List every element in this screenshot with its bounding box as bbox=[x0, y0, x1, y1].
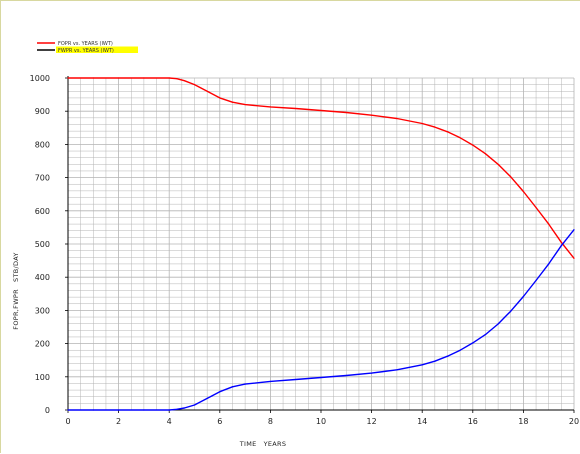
data-point-fopr bbox=[535, 206, 537, 209]
data-point-fwpr bbox=[459, 349, 461, 351]
y-tick-label: 100 bbox=[35, 373, 50, 382]
data-point-fopr bbox=[484, 153, 487, 155]
data-point-fwpr bbox=[320, 376, 322, 379]
data-point-fopr bbox=[176, 78, 178, 80]
grid bbox=[67, 77, 575, 411]
data-point-fwpr bbox=[269, 380, 271, 383]
x-axis-label: TIME YEARS bbox=[239, 440, 287, 448]
data-point-fopr bbox=[269, 106, 271, 108]
tick-labels: 0 2 4 6 8 10 12 14 16 18 2001002003004005006007008… bbox=[30, 74, 579, 426]
axes bbox=[65, 76, 575, 413]
data-point-fopr bbox=[560, 241, 562, 243]
data-point-fopr bbox=[434, 126, 436, 128]
data-point-fopr bbox=[522, 190, 525, 193]
data-point-fwpr bbox=[219, 391, 221, 393]
data-point-fwpr bbox=[295, 378, 297, 381]
data-point-fopr bbox=[446, 131, 449, 133]
data-point-fopr bbox=[320, 109, 322, 112]
x-tick-label: 6 bbox=[217, 417, 222, 426]
y-tick-label: 1000 bbox=[30, 74, 50, 83]
data-point-fwpr bbox=[67, 409, 69, 411]
y-tick-label: 0 bbox=[45, 406, 50, 415]
data-point-fwpr bbox=[535, 279, 537, 282]
data-point-fwpr bbox=[548, 263, 550, 265]
data-point-fwpr bbox=[206, 397, 208, 399]
series-lines bbox=[67, 77, 575, 411]
data-point-fwpr bbox=[371, 372, 373, 374]
data-point-fopr bbox=[231, 101, 234, 103]
y-tick-label: 900 bbox=[35, 107, 50, 116]
data-point-fopr bbox=[497, 163, 499, 165]
data-point-fwpr bbox=[118, 409, 120, 411]
data-point-fwpr bbox=[421, 364, 423, 366]
data-point-fwpr bbox=[193, 404, 196, 406]
legend-label-fwpr: FWPR vs. YEARS (IWT) bbox=[58, 48, 114, 54]
data-point-fwpr bbox=[168, 409, 170, 411]
data-point-fopr bbox=[345, 111, 347, 114]
data-point-fwpr bbox=[92, 409, 94, 411]
x-tick-label: 20 bbox=[569, 417, 579, 426]
x-tick-label: 16 bbox=[468, 417, 478, 426]
y-tick-label: 600 bbox=[35, 207, 50, 216]
data-point-fopr bbox=[118, 77, 120, 79]
y-tick-label: 800 bbox=[35, 140, 50, 149]
data-point-fopr bbox=[459, 137, 461, 139]
x-tick-label: 10 bbox=[316, 417, 326, 426]
data-point-fopr bbox=[421, 122, 423, 125]
data-point-fwpr bbox=[573, 229, 575, 231]
legend: FOPR vs. YEARS (IWT) FWPR vs. YEARS (IWT… bbox=[37, 41, 138, 54]
data-point-fwpr bbox=[143, 409, 145, 411]
data-point-fwpr bbox=[560, 245, 562, 247]
data-point-fopr bbox=[573, 257, 575, 259]
data-point-fopr bbox=[143, 77, 145, 79]
data-point-fopr bbox=[183, 80, 185, 82]
data-point-fwpr bbox=[497, 323, 499, 325]
data-point-fopr bbox=[510, 176, 512, 178]
data-point-fopr bbox=[396, 117, 398, 120]
data-point-fopr bbox=[193, 84, 196, 86]
data-point-fwpr bbox=[176, 408, 178, 410]
data-point-fopr bbox=[244, 103, 246, 106]
y-axis-label: FOPR,FWPR STB/DAY bbox=[12, 252, 20, 329]
x-tick-label: 8 bbox=[268, 417, 273, 426]
x-tick-label: 4 bbox=[167, 417, 172, 426]
data-point-fwpr bbox=[446, 355, 449, 357]
data-point-fwpr bbox=[434, 360, 436, 362]
y-tick-label: 700 bbox=[35, 174, 50, 183]
data-point-fwpr bbox=[183, 407, 185, 409]
y-tick-label: 400 bbox=[35, 273, 50, 282]
data-point-fwpr bbox=[522, 295, 525, 298]
data-point-fopr bbox=[206, 90, 208, 92]
data-point-fwpr bbox=[484, 334, 487, 336]
data-point-fopr bbox=[295, 107, 297, 110]
data-point-fopr bbox=[92, 77, 94, 79]
legend-label-fopr: FOPR vs. YEARS (IWT) bbox=[58, 41, 113, 47]
data-point-fopr bbox=[548, 223, 550, 225]
x-tick-label: 14 bbox=[417, 417, 427, 426]
data-point-fwpr bbox=[510, 310, 512, 312]
data-point-fwpr bbox=[244, 383, 246, 385]
data-point-fopr bbox=[472, 144, 474, 146]
data-point-fopr bbox=[67, 77, 69, 79]
data-point-fwpr bbox=[472, 342, 474, 344]
x-tick-label: 12 bbox=[367, 417, 377, 426]
data-point-fwpr bbox=[231, 386, 234, 388]
data-point-fwpr bbox=[396, 369, 398, 371]
y-tick-label: 500 bbox=[35, 240, 50, 249]
x-tick-label: 18 bbox=[518, 417, 528, 426]
legend-highlight bbox=[56, 46, 138, 53]
data-point-fwpr bbox=[345, 374, 347, 377]
data-point-fopr bbox=[371, 114, 373, 116]
y-tick-label: 300 bbox=[35, 306, 50, 315]
y-tick-label: 200 bbox=[35, 340, 50, 349]
x-tick-label: 0 bbox=[65, 417, 70, 426]
x-tick-label: 2 bbox=[116, 417, 121, 426]
data-point-fopr bbox=[168, 77, 170, 79]
data-point-fopr bbox=[219, 97, 221, 99]
